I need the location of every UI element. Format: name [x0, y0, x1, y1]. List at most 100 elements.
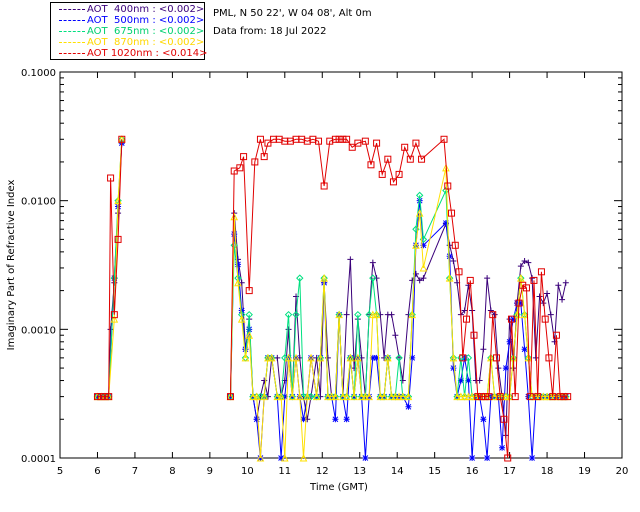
data-point — [307, 392, 315, 401]
data-point — [331, 392, 340, 401]
data-point — [392, 332, 399, 339]
data-point — [339, 392, 347, 401]
y-tick-label: 0.0001 — [21, 454, 56, 465]
data-point — [351, 365, 358, 372]
data-point — [339, 135, 347, 143]
data-point — [457, 392, 465, 401]
x-tick-label: 16 — [466, 466, 479, 477]
data-point — [545, 354, 553, 362]
legend-item-675nm: AOT 675nm : <0.002> — [55, 26, 204, 37]
data-point — [511, 393, 519, 401]
x-tick-label: 11 — [278, 466, 291, 477]
data-point — [101, 393, 109, 401]
data-point — [249, 392, 257, 401]
data-point — [343, 311, 350, 318]
data-point — [365, 310, 373, 319]
data-point — [362, 455, 369, 461]
x-tick-label: 20 — [616, 466, 629, 477]
series-3 — [93, 135, 570, 462]
data-point — [478, 393, 485, 401]
data-point — [525, 259, 532, 266]
data-point — [361, 137, 369, 145]
data-point — [348, 143, 356, 151]
data-point — [412, 241, 420, 249]
data-point — [415, 209, 424, 217]
legend-label: AOT 1020nm : <0.014> — [87, 48, 208, 59]
data-point — [520, 310, 529, 319]
legend-swatch — [59, 31, 85, 32]
data-point — [480, 416, 487, 423]
data-point — [264, 353, 272, 362]
data-point — [514, 300, 521, 307]
y-axis-label: Imaginary Part of Refractive Index — [6, 180, 17, 351]
x-tick-label: 18 — [541, 466, 554, 477]
data-point — [476, 377, 483, 384]
data-point — [369, 274, 377, 282]
data-point — [480, 346, 487, 353]
data-point — [110, 311, 118, 319]
data-point — [487, 393, 494, 400]
data-point — [469, 455, 476, 461]
series-line — [230, 138, 568, 459]
data-point — [242, 346, 249, 353]
data-point — [277, 392, 285, 401]
data-point — [510, 316, 517, 323]
data-point — [446, 242, 453, 249]
data-point — [347, 256, 354, 263]
data-point — [415, 191, 424, 200]
data-point — [517, 300, 524, 307]
series-1 — [94, 140, 569, 461]
data-point — [549, 393, 557, 401]
data-point — [448, 209, 456, 217]
y-tick-label: 0.1000 — [21, 68, 56, 79]
data-point — [295, 392, 304, 401]
x-tick-label: 10 — [241, 466, 254, 477]
data-point — [449, 353, 458, 362]
data-point — [445, 274, 454, 282]
data-point — [236, 164, 244, 172]
data-point — [495, 365, 502, 372]
data-point — [324, 354, 331, 361]
data-point — [303, 392, 312, 401]
data-point — [256, 453, 265, 462]
data-point — [507, 315, 515, 323]
data-point — [419, 263, 428, 272]
series-line — [230, 167, 566, 459]
legend-item-1020nm: AOT 1020nm : <0.014> — [55, 48, 207, 59]
data-point — [395, 170, 403, 178]
data-point — [388, 311, 395, 318]
data-point — [251, 158, 259, 166]
data-point — [300, 416, 307, 423]
data-point — [327, 392, 336, 401]
data-point — [544, 290, 551, 297]
data-point — [489, 311, 497, 319]
data-point — [442, 163, 450, 172]
data-point — [94, 393, 101, 400]
data-point — [496, 393, 504, 401]
data-point — [442, 220, 449, 227]
data-point — [380, 392, 388, 401]
data-point — [524, 353, 533, 362]
data-point — [395, 354, 403, 362]
data-point — [521, 257, 528, 264]
data-point — [336, 311, 343, 318]
y-tick-label: 0.0100 — [21, 197, 56, 208]
data-point — [354, 353, 362, 362]
data-point — [404, 392, 413, 401]
legend-label: AOT 400nm : <0.002> — [87, 4, 205, 15]
data-point — [515, 299, 523, 307]
data-point — [93, 393, 101, 401]
data-point — [241, 353, 250, 362]
data-point — [373, 354, 380, 361]
data-point — [406, 155, 414, 163]
data-point — [470, 331, 478, 339]
data-point — [350, 392, 358, 401]
x-tick-label: 5 — [57, 466, 63, 477]
data-point — [267, 353, 276, 362]
data-point — [517, 274, 525, 282]
data-point — [541, 315, 549, 323]
data-point — [253, 416, 260, 423]
data-point — [316, 353, 325, 362]
x-tick-label: 19 — [578, 466, 591, 477]
data-point — [292, 310, 300, 319]
